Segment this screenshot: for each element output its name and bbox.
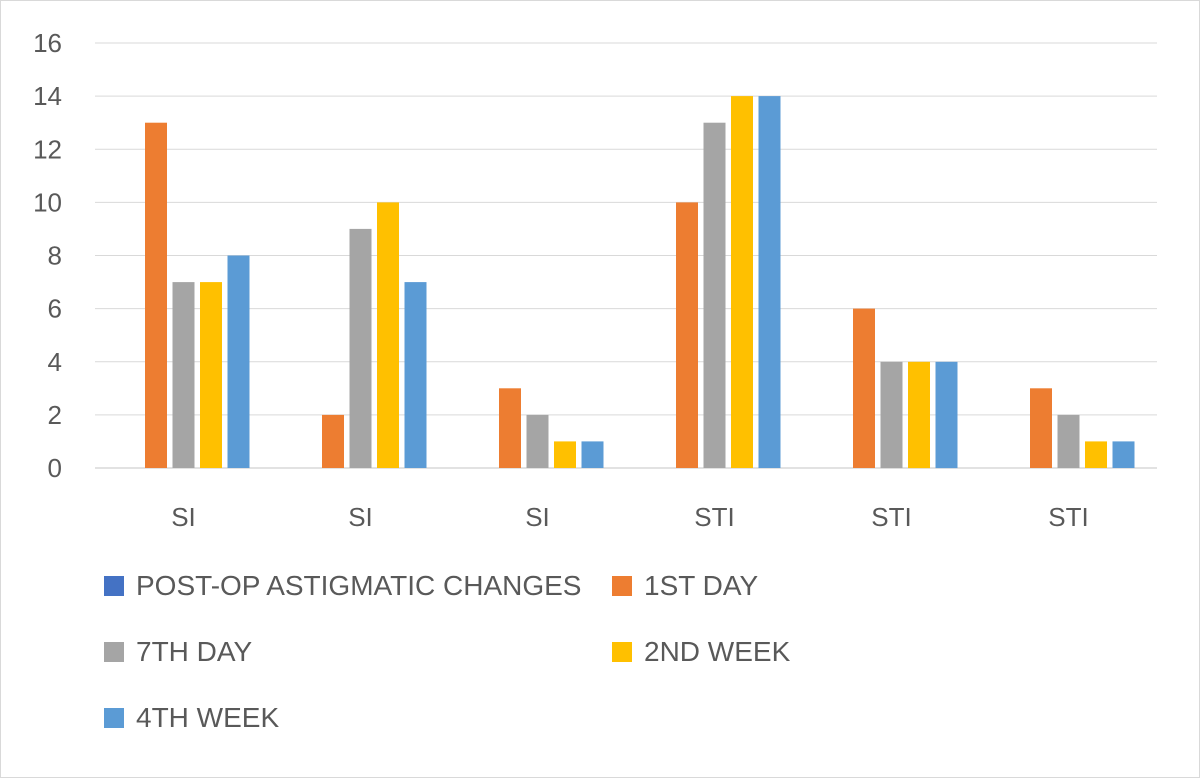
legend-item: 4TH WEEK [104, 698, 279, 738]
bar [1057, 414, 1080, 468]
bar [935, 361, 958, 469]
bar [554, 441, 576, 468]
bar [499, 388, 521, 468]
bar [172, 282, 195, 468]
legend-item: POST-OP ASTIGMATIC CHANGES [104, 566, 581, 606]
legend-label: 7TH DAY [136, 636, 253, 667]
legend-label: 2ND WEEK [644, 636, 791, 667]
y-tick-label: 14 [33, 81, 62, 111]
y-tick-label: 10 [33, 187, 62, 217]
legend-swatch [104, 642, 124, 662]
legend-swatch [612, 576, 632, 596]
y-tick-label: 2 [48, 400, 62, 430]
bar [1030, 388, 1052, 468]
bar [853, 308, 875, 468]
bar [322, 414, 344, 468]
y-tick-label: 16 [33, 28, 62, 58]
bar [731, 96, 753, 468]
x-tick-label: STI [871, 502, 911, 532]
bar [581, 441, 604, 468]
bar [377, 202, 399, 468]
legend-swatch [612, 642, 632, 662]
legend-label: 1ST DAY [644, 570, 759, 601]
x-tick-label: SI [171, 502, 196, 532]
x-tick-label: SI [348, 502, 373, 532]
legend-item: 1ST DAY [612, 566, 758, 606]
y-tick-label: 6 [48, 294, 62, 324]
bar [880, 361, 903, 469]
legend: POST-OP ASTIGMATIC CHANGES 1ST DAY 7TH DAY… [104, 566, 1184, 756]
y-tick-label: 0 [48, 453, 62, 483]
legend-label: 4TH WEEK [136, 702, 280, 733]
legend-item: 7TH DAY [104, 632, 252, 672]
bar-chart: 0 2 4 6 8 10 12 14 16 SI SI SI STI STI STI [33, 28, 1157, 532]
x-tick-label: STI [694, 502, 734, 532]
bar [404, 282, 427, 468]
bar [758, 96, 781, 468]
bars [145, 96, 1135, 469]
y-tick-label: 4 [48, 347, 62, 377]
x-tick-label: SI [525, 502, 550, 532]
legend-label: POST-OP ASTIGMATIC CHANGES [136, 570, 582, 601]
bar [676, 202, 698, 468]
x-axis-tick-labels: SI SI SI STI STI STI [171, 502, 1089, 532]
y-axis-tick-labels: 0 2 4 6 8 10 12 14 16 [33, 28, 62, 483]
bar [227, 255, 250, 468]
legend-swatch [104, 576, 124, 596]
bar [145, 122, 167, 468]
bar [703, 122, 726, 468]
bar [526, 414, 549, 468]
bar [349, 228, 372, 468]
x-tick-label: STI [1048, 502, 1088, 532]
legend-swatch [104, 708, 124, 728]
y-tick-label: 8 [48, 241, 62, 271]
bar [908, 361, 930, 469]
legend-item: 2ND WEEK [612, 632, 790, 672]
bar [200, 282, 222, 468]
bar [1085, 441, 1107, 468]
y-tick-label: 12 [33, 134, 62, 164]
bar [1112, 441, 1135, 468]
gridlines [95, 42, 1157, 469]
